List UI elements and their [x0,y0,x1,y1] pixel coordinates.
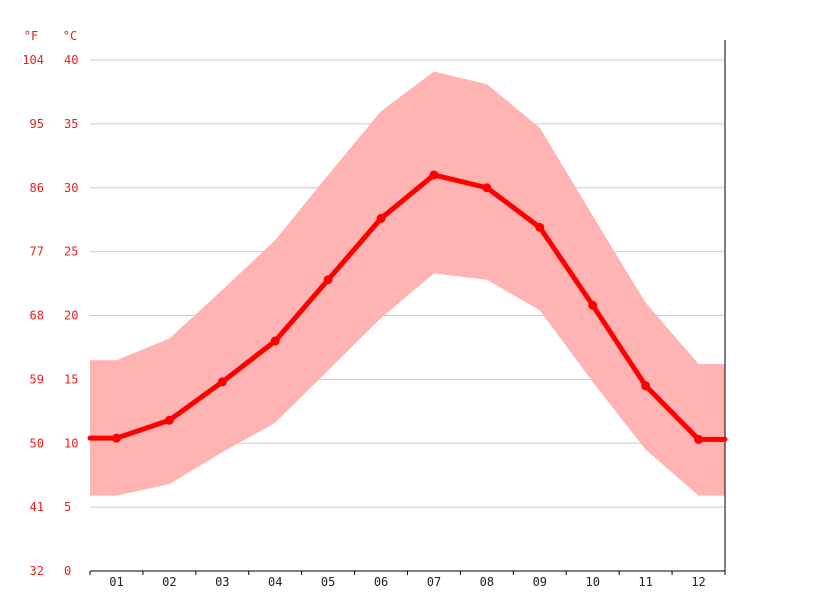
x-tick-label: 10 [585,575,599,589]
y-tick-label-celsius: 10 [64,436,78,450]
data-point [535,222,545,232]
x-axis-labels: 01 02 03 04 05 06 07 08 09 10 11 12 [109,575,706,589]
data-point [429,170,439,180]
x-tick-label: 02 [162,575,176,589]
y-tick-label-celsius: 35 [64,117,78,131]
y-tick-label-celsius: 5 [64,500,71,514]
data-point [482,183,492,193]
data-point [641,381,651,391]
y-tick-label-celsius: 20 [64,309,78,323]
y-tick-label-celsius: 40 [64,53,78,67]
data-point [588,300,598,310]
y-tick-label-fahrenheit: 104 [22,53,44,67]
y-tick-label-celsius: 25 [64,245,78,259]
data-point [111,433,121,443]
x-tick-label: 07 [427,575,441,589]
data-point [270,336,280,346]
temperature-range-band [90,71,725,496]
x-tick-label: 03 [215,575,229,589]
x-tick-label: 04 [268,575,282,589]
temperature-range-area [90,71,725,496]
x-tick-label: 09 [533,575,547,589]
celsius-unit-label: °C [63,29,77,43]
data-point [164,415,174,425]
data-point [694,434,704,444]
y-axis-labels: 0 32 5 41 10 50 15 59 20 68 25 77 30 86 35 95 40 104 [22,53,78,578]
x-tick-label: 11 [638,575,652,589]
x-tick-label: 12 [691,575,705,589]
y-tick-label-celsius: 30 [64,181,78,195]
y-tick-label-celsius: 15 [64,372,78,386]
y-tick-label-fahrenheit: 50 [30,436,44,450]
y-tick-label-fahrenheit: 59 [30,372,44,386]
fahrenheit-unit-label: °F [24,29,38,43]
y-tick-label-celsius: 0 [64,564,71,578]
y-tick-label-fahrenheit: 68 [30,309,44,323]
x-tick-label: 01 [109,575,123,589]
average-temperature-series [87,170,728,444]
axes [89,40,726,575]
data-point [217,377,227,387]
data-point [376,213,386,223]
y-tick-label-fahrenheit: 32 [30,564,44,578]
y-tick-label-fahrenheit: 41 [30,500,44,514]
y-tick-label-fahrenheit: 77 [30,245,44,259]
series-line [87,172,728,442]
x-tick-label: 08 [480,575,494,589]
x-tick-label: 06 [374,575,388,589]
data-point [323,275,333,285]
x-tick-label: 05 [321,575,335,589]
y-tick-label-fahrenheit: 95 [30,117,44,131]
y-tick-label-fahrenheit: 86 [30,181,44,195]
